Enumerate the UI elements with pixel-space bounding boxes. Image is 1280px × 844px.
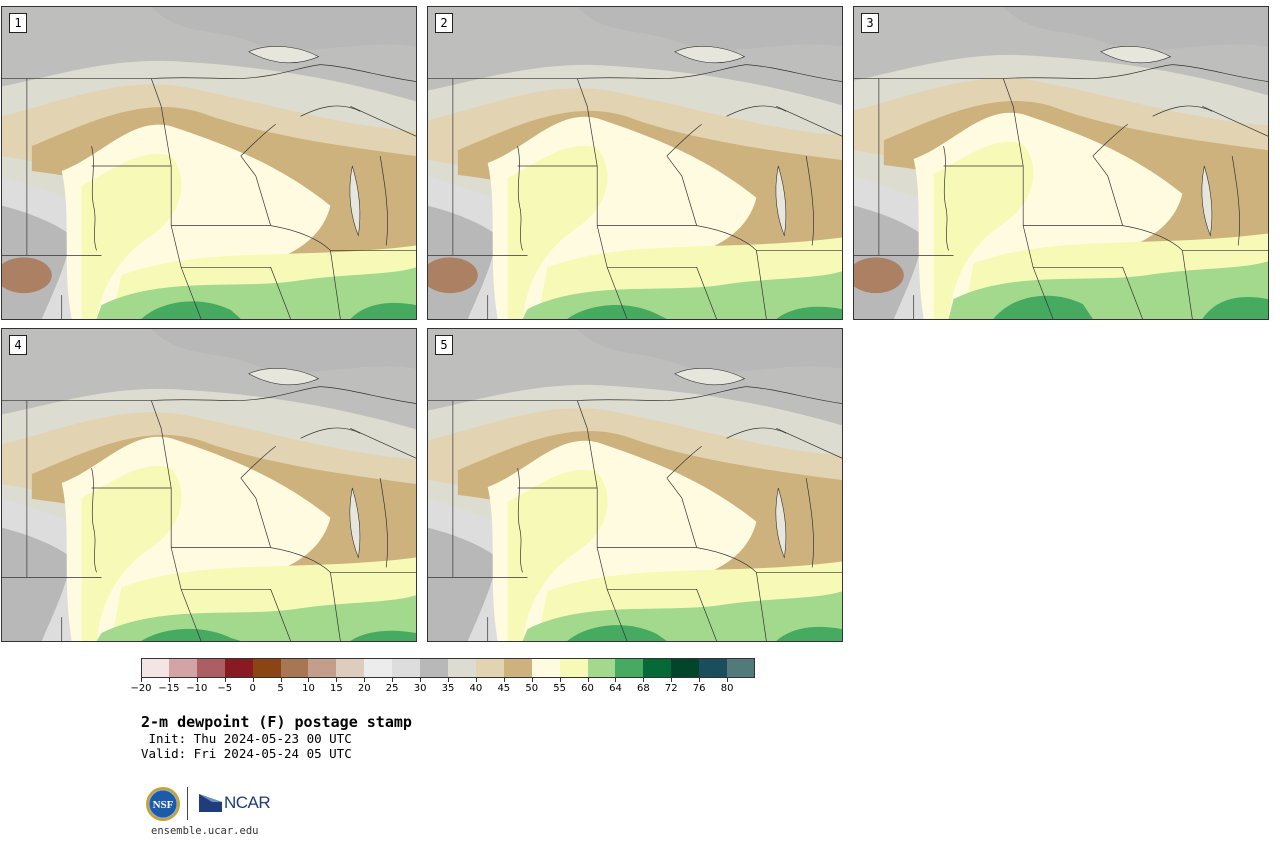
nsf-logo: NSF	[146, 787, 180, 821]
map-panel-3: 3	[853, 6, 1269, 320]
init-time: Init: Thu 2024-05-23 00 UTC	[141, 731, 352, 746]
colorbar-tickmark	[448, 678, 449, 682]
colorbar-tickmark	[252, 678, 254, 682]
colorbar-tickmark	[364, 678, 366, 682]
colorbar-tickmark	[280, 678, 282, 682]
ncar-logo-mark	[199, 794, 222, 812]
colorbar-frame	[141, 658, 755, 678]
colorbar-tickmark	[559, 678, 561, 682]
colorbar-tick-label: 40	[469, 683, 483, 694]
colorbar-tickmark	[699, 678, 701, 682]
colorbar-tickmark	[224, 678, 226, 682]
logo-divider	[187, 787, 188, 820]
panel-label: 1	[9, 13, 27, 33]
colorbar-tick-label: 72	[664, 683, 678, 694]
colorbar-tick-label: 64	[609, 683, 622, 694]
colorbar-tickmark	[336, 678, 338, 682]
colorbar-tick-label: 25	[385, 683, 399, 694]
colorbar-tick-label: 15	[329, 683, 343, 694]
colorbar-tick-label: 45	[497, 683, 511, 694]
colorbar-tick-label: −15	[158, 683, 180, 694]
colorbar-tickmark	[615, 678, 617, 682]
colorbar-tick-label: 68	[636, 683, 650, 694]
colorbar-tickmark	[643, 678, 645, 682]
colorbar-tickmark	[141, 678, 142, 682]
colorbar-tick-label: 20	[357, 683, 371, 694]
panel-label: 2	[435, 13, 453, 33]
colorbar-tick-label: 0	[249, 683, 256, 694]
colorbar-tickmark	[196, 678, 198, 682]
valid-time: Valid: Fri 2024-05-24 05 UTC	[141, 746, 352, 761]
colorbar-tick-label: 60	[581, 683, 594, 694]
map-panel-1: 1	[1, 6, 417, 320]
panel-label: 4	[9, 335, 27, 355]
colorbar-tickmark	[392, 678, 394, 682]
colorbar-tick-label: 5	[277, 683, 284, 694]
map-graphic	[2, 7, 416, 319]
map-panel-5: 5	[427, 328, 843, 642]
colorbar-tick-label: 80	[720, 683, 734, 694]
colorbar-tickmark	[503, 678, 505, 682]
colorbar-tickmark	[475, 678, 477, 682]
colorbar-tick-label: 76	[692, 683, 706, 694]
colorbar-tick-label: −10	[186, 683, 208, 694]
colorbar-tick-label: 10	[302, 683, 315, 694]
colorbar-tickmark	[531, 678, 533, 682]
map-panel-4: 4	[1, 328, 417, 642]
panel-label: 3	[861, 13, 879, 33]
colorbar-tickmark	[308, 678, 310, 682]
chart-title: 2-m dewpoint (F) postage stamp	[141, 713, 412, 731]
colorbar	[141, 658, 756, 678]
map-graphic	[428, 7, 842, 319]
colorbar-tick-label: −20	[130, 683, 152, 694]
colorbar-tick-label: 30	[413, 683, 427, 694]
nsf-logo-text: NSF	[153, 799, 174, 811]
map-graphic	[854, 7, 1268, 319]
colorbar-tick-label: 55	[553, 683, 566, 694]
ncar-logo-text: NCAR	[224, 793, 271, 812]
site-url: ensemble.ucar.edu	[151, 825, 259, 837]
panel-label: 5	[435, 335, 453, 355]
colorbar-tick-label: 35	[441, 683, 455, 694]
colorbar-tickmark	[587, 678, 589, 682]
map-panel-2: 2	[427, 6, 843, 320]
map-graphic	[428, 329, 842, 641]
map-graphic	[2, 329, 416, 641]
colorbar-tickmark	[727, 678, 729, 682]
colorbar-tick-label: −5	[217, 683, 233, 694]
colorbar-tickmark	[671, 678, 673, 682]
colorbar-tickmark	[420, 678, 422, 682]
colorbar-tickmark	[168, 678, 170, 682]
colorbar-tick-label: 50	[525, 683, 539, 694]
